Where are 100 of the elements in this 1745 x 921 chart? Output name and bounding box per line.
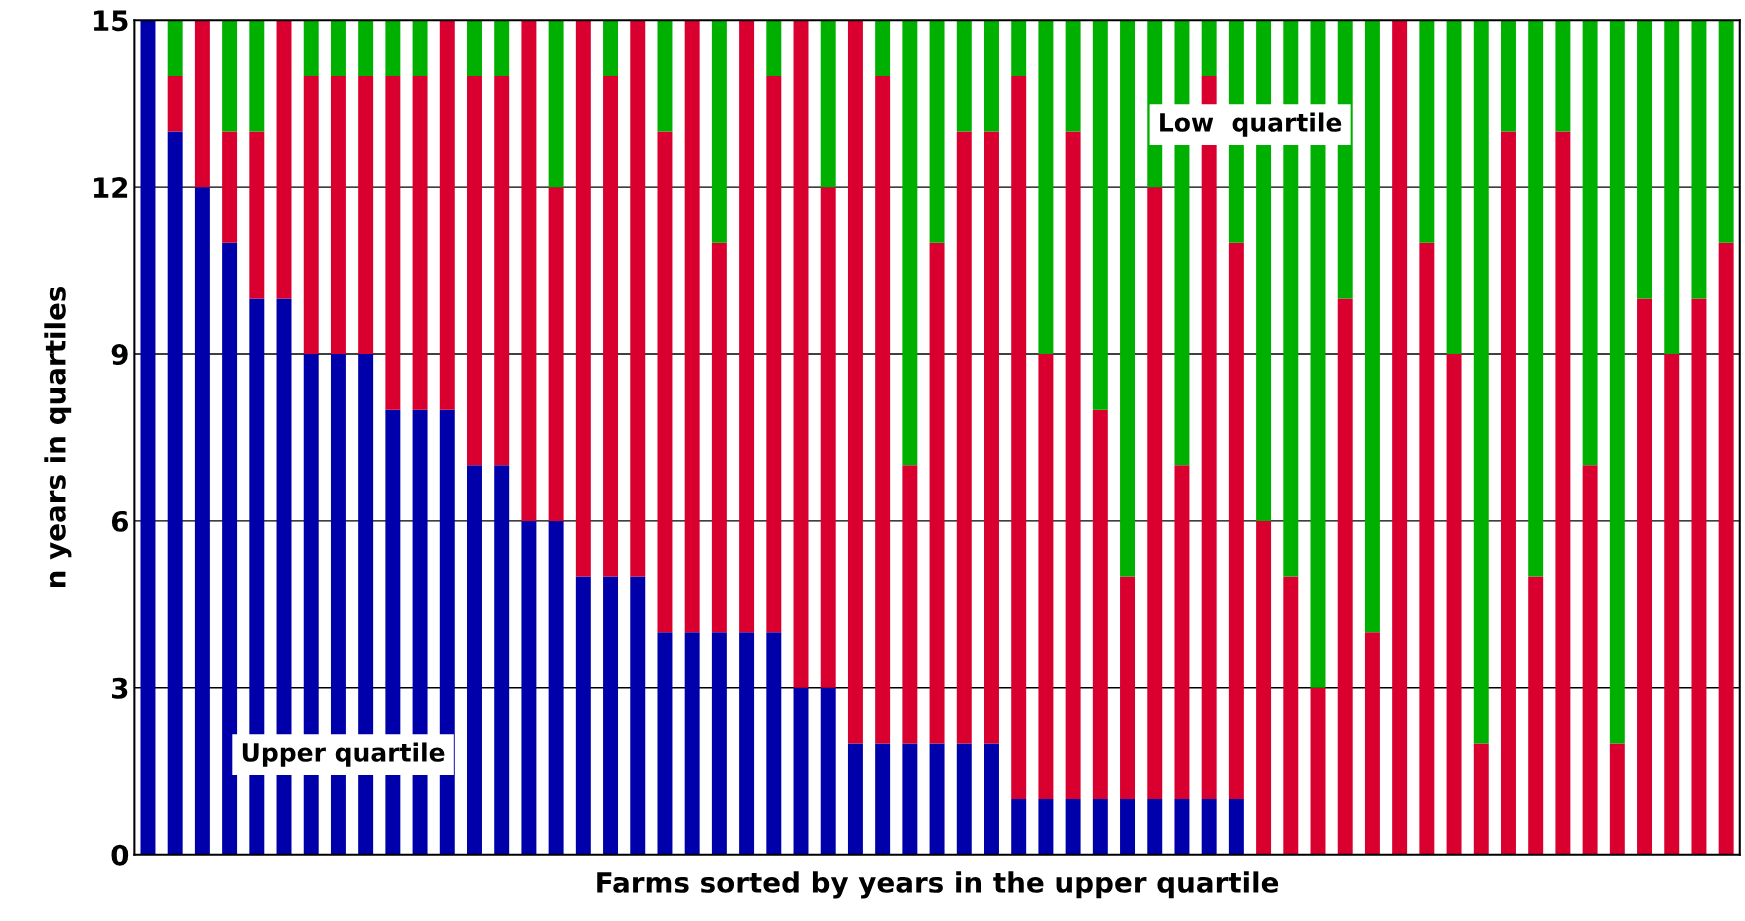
y-tick-label: 9 [111,344,128,365]
bar [1147,799,1163,855]
bar [766,75,782,633]
bar [1011,799,1027,855]
bar [1337,298,1353,855]
annotation: Low quartile [1160,112,1342,137]
bar [1364,632,1380,855]
bar [548,520,564,855]
bar [1718,20,1734,243]
bar [1228,799,1244,855]
bar [1065,799,1081,855]
bar [1038,354,1054,800]
bar [1011,75,1027,800]
bar [684,20,700,633]
bar [167,131,183,855]
bar [1256,520,1272,855]
bar [1228,242,1244,800]
bar [1501,20,1516,132]
bar [1664,20,1680,355]
bar [956,20,972,132]
bar [548,20,564,188]
bar [521,20,537,521]
bar [1501,131,1516,855]
bar [1609,743,1625,855]
bar [222,242,238,855]
bar [1609,20,1625,744]
bar [711,632,727,855]
bar [575,20,591,577]
bar [303,75,319,355]
bar [1038,799,1054,855]
bar [984,20,999,132]
bar [575,576,591,855]
bar [1065,131,1081,800]
bar [1718,242,1734,855]
bar [1310,687,1326,855]
bar [820,187,836,688]
bar [222,20,238,132]
bar [1011,20,1027,76]
bar [847,20,863,744]
bar [793,20,809,688]
bar [1582,20,1598,466]
bar [521,520,537,855]
bar [467,465,482,855]
bar [330,75,346,355]
bar [358,75,374,355]
bar [1174,799,1190,855]
bar [1419,20,1435,243]
bar [875,20,891,76]
bar [902,465,918,744]
bar [684,632,700,855]
bar [494,20,510,76]
annotation: Upper quartile [242,742,445,767]
x-axis-title: Farms sorted by years in the upper quartile [597,871,1279,899]
bar [1637,298,1653,855]
bar [1092,799,1108,855]
y-tick-label: 15 [93,10,128,32]
bar [603,576,619,855]
bar [1691,20,1707,299]
bar [956,743,972,855]
bar [1528,576,1544,855]
bar [603,20,619,76]
bar [1283,576,1299,855]
bar [1092,20,1108,410]
bar [902,743,918,855]
bar [194,187,210,855]
bar [875,743,891,855]
y-axis-title: n years in quartiles [44,286,72,588]
bar [630,20,646,577]
bar [494,75,510,466]
bar [167,20,183,76]
bar [1473,20,1489,744]
bar [1419,242,1435,855]
bar [548,187,564,521]
bar [1446,354,1462,855]
bar [1120,799,1136,855]
bar [657,131,673,633]
y-tick-label: 3 [112,677,128,699]
bar [167,75,183,132]
bar [249,131,265,299]
bar [711,242,727,633]
bar [739,632,755,855]
bar [847,743,863,855]
bar [820,20,836,188]
bar [222,131,238,243]
bar [1038,20,1054,355]
bar [875,75,891,744]
bar [140,20,156,855]
y-tick-label: 6 [111,510,129,532]
y-tick-label: 12 [93,177,128,198]
bar [1528,20,1544,577]
bar [657,20,673,132]
bar [1392,20,1408,855]
bar [711,20,727,243]
bar [1555,20,1571,132]
bar [1555,131,1571,855]
bar [385,75,401,410]
bar [630,576,646,855]
bar [1691,298,1707,855]
bar [194,20,210,188]
bar [1637,20,1653,299]
